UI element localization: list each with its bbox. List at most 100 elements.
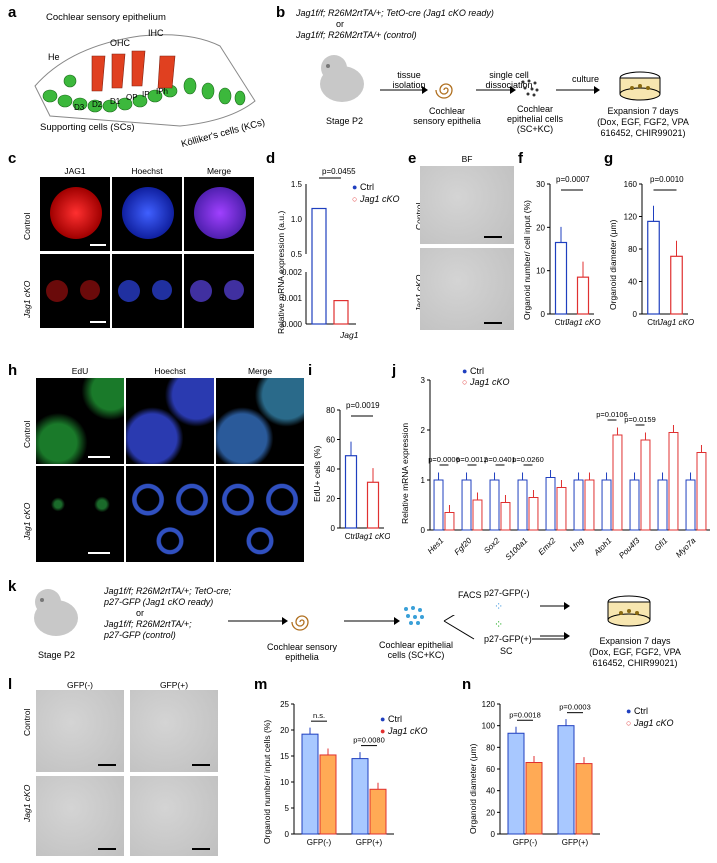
d-legend-ctrl: ● Ctrl [352, 182, 374, 192]
i-chart-ytick-label: 40 [326, 465, 335, 474]
l-image-control-neg [36, 690, 124, 772]
panel-k-label: k [8, 578, 17, 595]
panel-c-label: c [8, 150, 17, 167]
l-scale-bar-2 [192, 764, 210, 766]
label-ihc: IHC [148, 28, 164, 38]
n-legend-cko: ○ Jag1 cKO [626, 718, 674, 728]
k-cells: Cochlear epithelial cells (SC+KC) [378, 640, 454, 660]
d-ytick-label: 1.0 [291, 215, 303, 224]
k-mouse-pup-icon [34, 589, 78, 636]
k-cochlea-spiral-icon [291, 615, 309, 631]
j-chart-pvalue: p=0.0159 [624, 415, 656, 424]
l-col-gfp-neg: GFP(-) [67, 680, 93, 690]
b-cells: Cochlear epithelial cells (SC+KC) [506, 104, 564, 134]
k-sc: SC [500, 646, 513, 656]
n-chart-xtick-label: GFP(+) [562, 838, 589, 847]
j-chart-bar [517, 479, 528, 531]
c-scale-bar-1 [90, 244, 106, 246]
b-genotype-2: Jag1f/f; R26M2rtTA/+ (control) [296, 30, 417, 40]
f-chart-xtick-label: Ctrl [555, 318, 568, 327]
j-chart-bar [685, 479, 696, 531]
cochlea-spiral-icon [435, 83, 453, 99]
panel-m-label: m [254, 676, 268, 693]
e-image-cko [420, 248, 514, 330]
m-chart-pvalue: n.s. [313, 711, 325, 720]
chart-f-ylabel: Organoid number/ cell input (%) [522, 200, 532, 320]
i-chart-bar [366, 481, 380, 529]
j-chart-xtick-label: Lfng [568, 536, 586, 554]
m-chart-ytick-label: 15 [280, 752, 289, 761]
j-chart-xtick-label: Gfi1 [653, 536, 670, 553]
d-ytick-label: 0.002 [282, 268, 303, 277]
chart-d-xlabel: Jag1 [339, 330, 359, 340]
k-facs: FACS [458, 590, 482, 600]
h-image-control-hoechst [126, 378, 214, 464]
d-bar [333, 300, 349, 325]
c-row-cko: Jag1 cKO [22, 280, 32, 318]
k-gfp-neg: p27-GFP(-) [484, 588, 530, 598]
d-bar [311, 207, 327, 325]
n-chart-ytick-label: 80 [486, 743, 495, 752]
h-row-control: Control [22, 420, 32, 448]
e-image-control [420, 166, 514, 244]
b-or: or [336, 19, 345, 29]
j-chart-bar [500, 502, 511, 531]
h-image-cko-hoechst [126, 466, 214, 562]
h-col-hoechst: Hoechst [154, 366, 186, 376]
k-genotype-1: Jag1f/f; R26M2rtTA/+; TetO-cre; [104, 586, 232, 596]
j-chart-bar [472, 499, 483, 531]
n-chart-bar [507, 732, 525, 835]
m-chart-ytick-label: 5 [285, 804, 290, 813]
j-chart-pvalue: p=0.0012 [456, 455, 488, 464]
h-image-cko-edu [36, 466, 124, 562]
d-ytick-label: 0.001 [282, 294, 303, 303]
h-image-cko-merge [216, 466, 304, 562]
f-chart-ytick-label: 20 [536, 223, 545, 232]
n-chart-ytick-label: 0 [491, 830, 496, 839]
j-chart-bar [584, 479, 595, 531]
k-or: or [136, 608, 145, 618]
j-chart-bar [601, 479, 612, 531]
f-chart-bar [576, 276, 590, 315]
l-image-cko-neg [36, 776, 124, 856]
label-d2: D2 [92, 100, 103, 109]
n-chart-pvalue: p=0.0018 [509, 710, 541, 719]
cochlea-diagram [34, 34, 256, 127]
chart-d: Relative mRNA expression (a.u.) p=0.0455… [276, 167, 359, 340]
i-chart-ytick-label: 80 [326, 406, 335, 415]
k-exp-1: Expansion 7 days [599, 636, 671, 646]
panel-h-label: h [8, 362, 18, 379]
j-chart-pvalue: p=0.0006 [428, 455, 460, 464]
g-chart-ytick-label: 40 [628, 278, 637, 287]
m-chart-ytick-label: 20 [280, 726, 289, 735]
c-col-hoechst: Hoechst [131, 166, 163, 176]
chart-d-pvalue: p=0.0455 [322, 167, 356, 176]
k-gfp-neg-cells-icon: ⁘ [494, 601, 504, 613]
g-chart-xtick-label: Ctrl [647, 318, 660, 327]
m-chart-ytick-label: 10 [280, 778, 289, 787]
g-chart-ytick-label: 0 [633, 310, 638, 319]
m-legend-cko-label: Jag1 cKO [387, 726, 428, 736]
k-gfp-pos-cells-icon: ⁘ [494, 619, 504, 631]
l-row-cko: Jag1 cKO [22, 784, 32, 822]
e-scale-bar-2 [484, 322, 502, 324]
chart-m-ylabel: Organoid number/ input cells (%) [262, 720, 272, 844]
j-legend-ctrl-label: Ctrl [469, 366, 484, 376]
c-image-cko-hoechst [112, 254, 182, 328]
culture-dish-icon [619, 71, 661, 101]
k-culture-dish-icon [607, 595, 651, 627]
l-image-control-pos [130, 690, 218, 772]
j-chart-bar [668, 432, 679, 531]
l-scale-bar-3 [98, 848, 116, 850]
n-legend-cko-label: Jag1 cKO [633, 718, 674, 728]
chart-n: Organoid diameter (μm) 0 20 40 60 80 100 120 GF… [468, 700, 600, 847]
f-chart-ytick-label: 0 [541, 310, 546, 319]
panel-b-label: b [276, 4, 286, 21]
chart-i-pvalue: p=0.0019 [346, 401, 380, 410]
h-col-edu: EdU [71, 366, 89, 376]
b-step-1: tissue isolation [392, 70, 426, 90]
j-chart-bar [657, 479, 668, 531]
f-chart-xtick-label: Jag1 cKO [564, 318, 600, 327]
n-chart-ytick-label: 20 [486, 808, 495, 817]
